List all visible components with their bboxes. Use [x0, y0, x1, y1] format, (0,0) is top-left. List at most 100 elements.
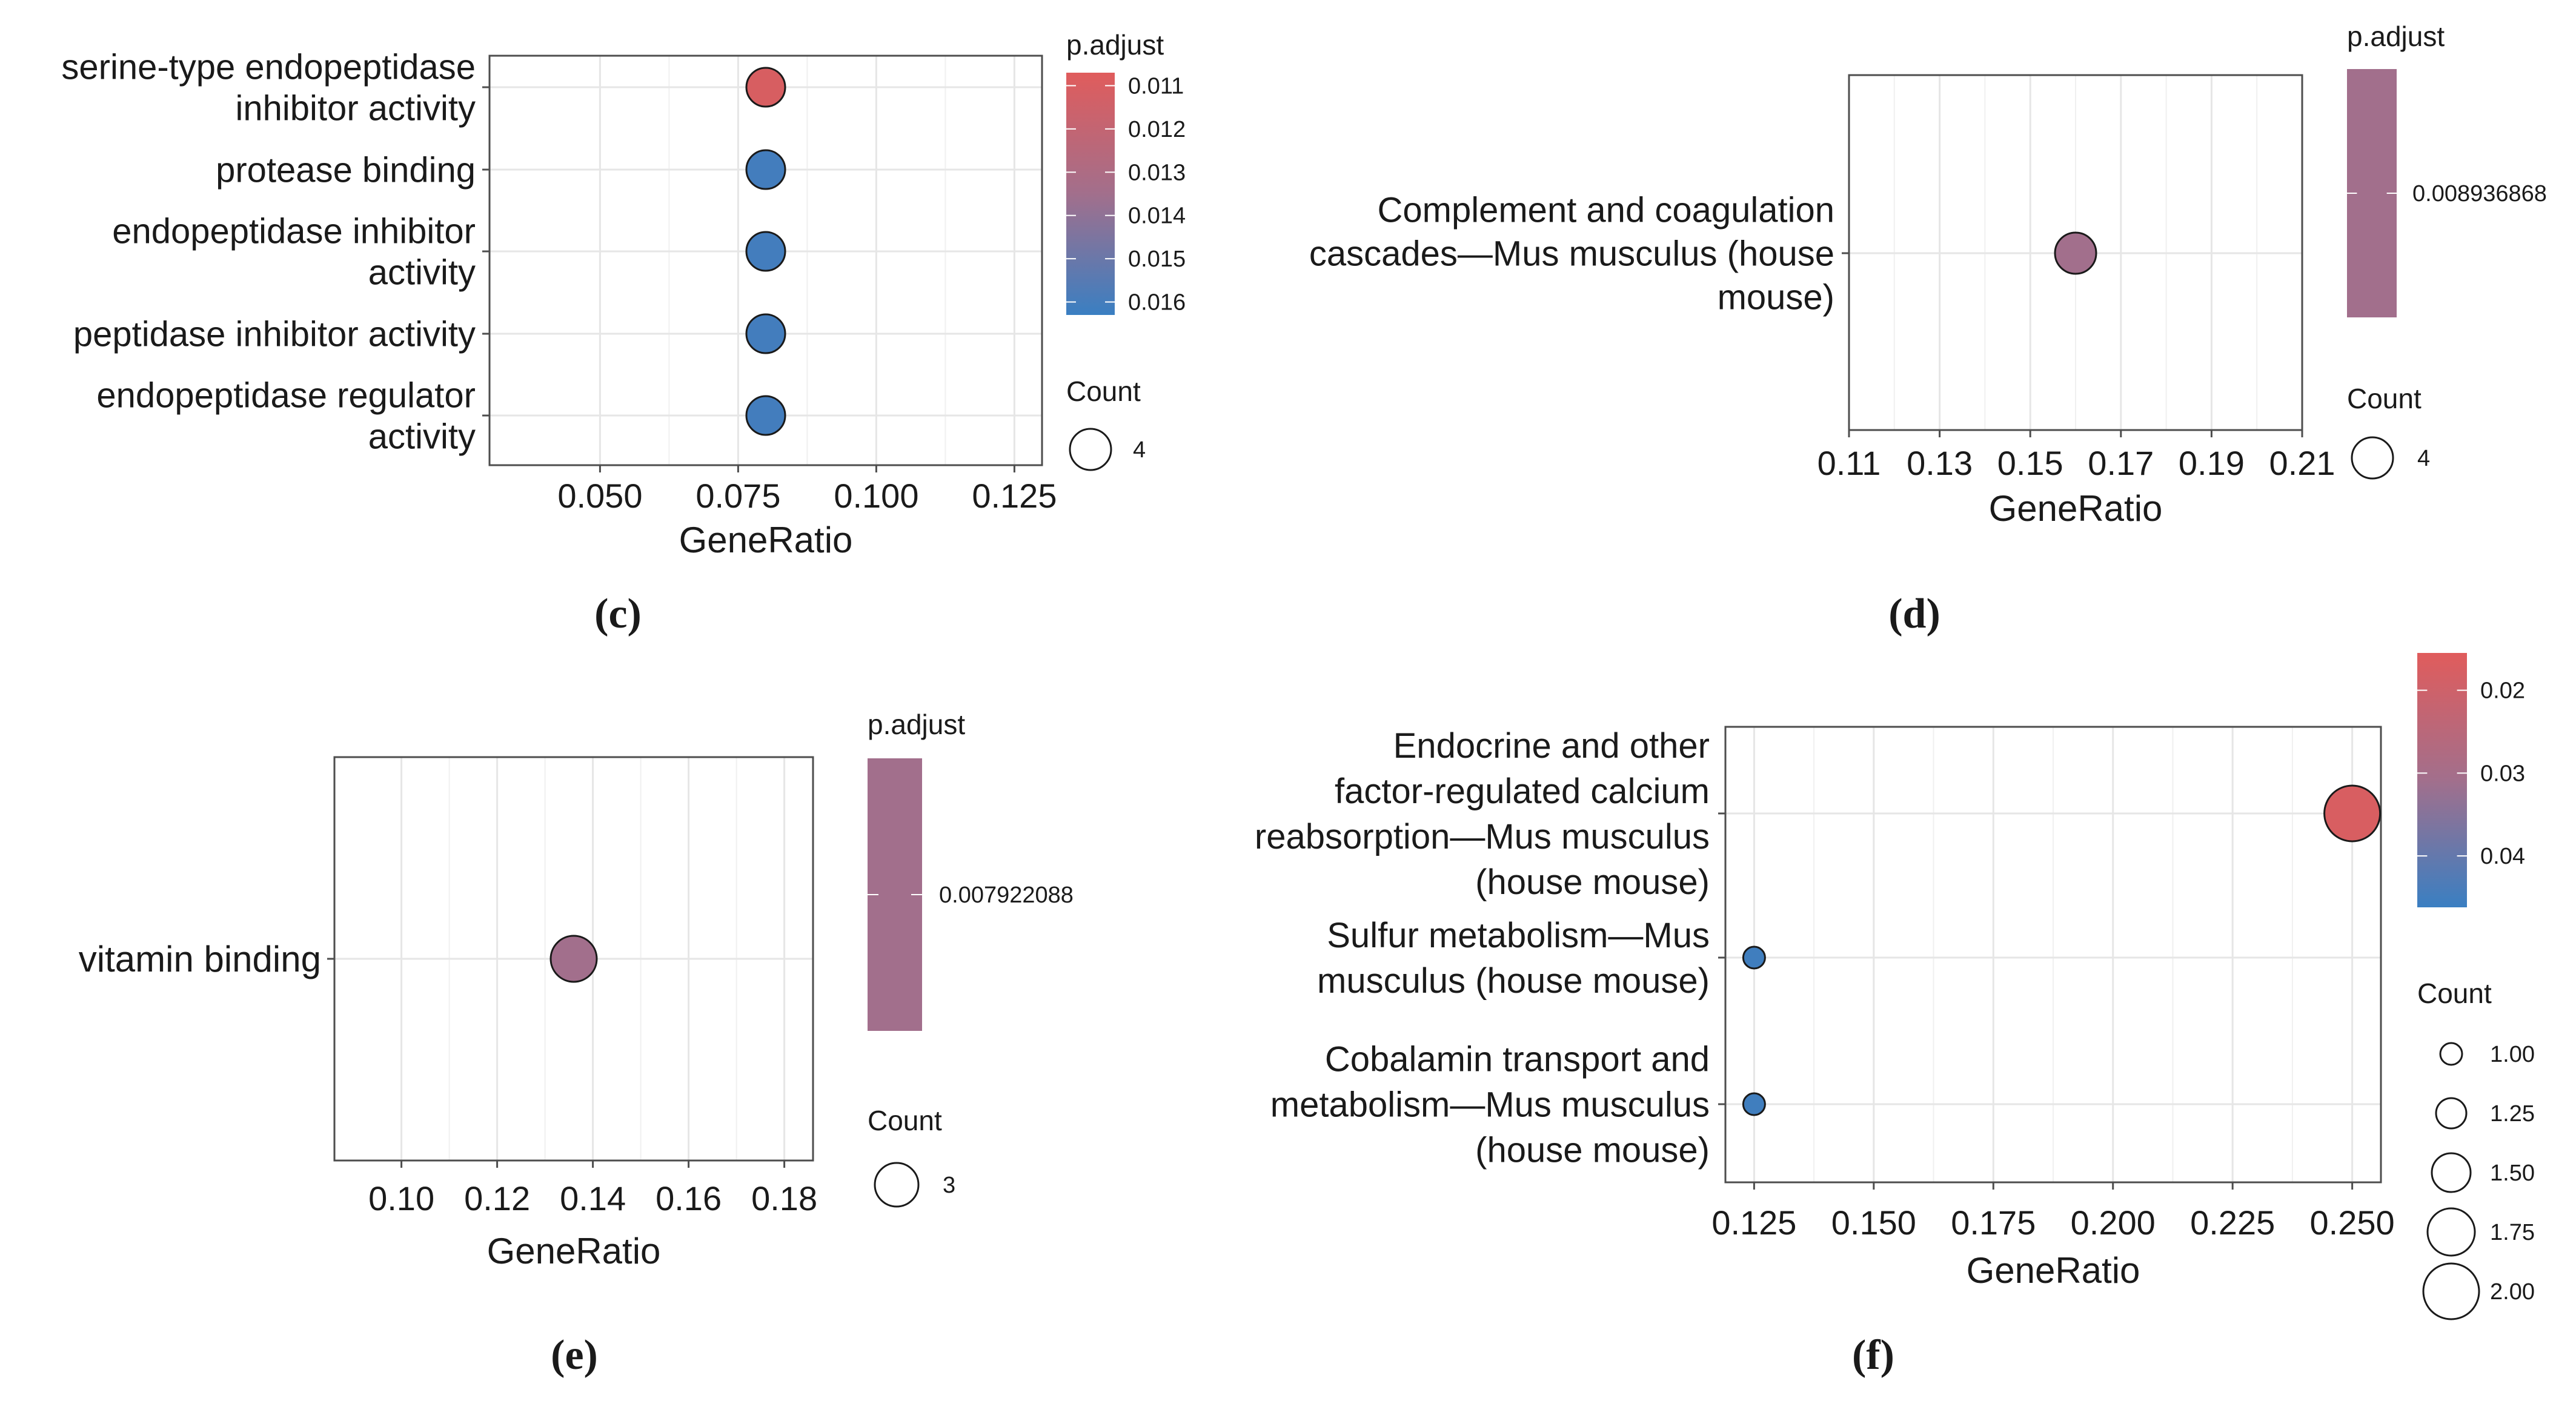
y-category-label: Endocrine and other — [1393, 726, 1710, 766]
size-legend-label: 1.25 — [2490, 1101, 2535, 1127]
x-tick-label: 0.10 — [368, 1179, 434, 1217]
panel-c: 0.050 0.075 0.100 0.125 GeneRatio serine-type… — [61, 29, 1186, 560]
size-legend-label: 4 — [2417, 446, 2430, 471]
data-point — [745, 149, 786, 190]
data-point — [745, 67, 786, 108]
size-legend-key — [2431, 1152, 2472, 1193]
x-tick-label: 0.16 — [656, 1179, 722, 1217]
color-legend-title: p.adjust — [1066, 29, 1164, 61]
colorbar-label: 0.011 — [1128, 73, 1184, 99]
x-tick-label: 0.050 — [557, 477, 642, 515]
y-category-label: inhibitor activity — [236, 88, 476, 128]
colorbar-label: 0.02 — [2480, 678, 2525, 704]
colorbar-label: 0.008936868 — [2412, 181, 2547, 207]
size-legend-label: 2.00 — [2490, 1279, 2535, 1305]
y-category-label: activity — [368, 253, 476, 292]
size-legend-key — [874, 1162, 920, 1208]
size-legend-title: Count — [2417, 978, 2492, 1009]
x-tick-label: 0.17 — [2088, 444, 2154, 482]
x-tick-label: 0.21 — [2269, 444, 2335, 482]
color-legend-title: p.adjust — [2347, 21, 2445, 52]
panel-label: (e) — [551, 1332, 598, 1379]
data-point — [745, 231, 786, 272]
colorbar-label: 0.013 — [1128, 160, 1186, 185]
colorbar — [1066, 73, 1115, 315]
data-point — [1742, 945, 1766, 970]
panel-d: 0.11 0.13 0.15 0.17 0.19 0.21 GeneRatio Complem… — [1309, 21, 2547, 529]
colorbar-label: 0.03 — [2480, 761, 2525, 786]
y-category-label: Complement and coagulation — [1378, 190, 1834, 230]
size-legend-title: Count — [868, 1105, 942, 1136]
y-category-label: serine-type endopeptidase — [61, 47, 476, 87]
y-category-label: (house mouse) — [1475, 863, 1710, 902]
size-legend-label: 3 — [943, 1173, 955, 1198]
y-category-label: reabsorption—Mus musculus — [1255, 817, 1710, 856]
color-legend-title: p.adjust — [868, 709, 965, 740]
colorbar-label: 0.014 — [1128, 204, 1186, 229]
size-legend-key — [2351, 436, 2394, 480]
data-point — [2323, 784, 2382, 843]
y-category-label: (house mouse) — [1475, 1130, 1710, 1170]
size-legend-label: 4 — [1133, 437, 1146, 463]
x-tick-label: 0.18 — [751, 1179, 817, 1217]
data-point — [745, 313, 786, 354]
size-legend-key — [2439, 1042, 2463, 1066]
y-category-label: endopeptidase inhibitor — [112, 211, 476, 251]
colorbar-label: 0.007922088 — [939, 882, 1074, 908]
panel-e: 0.10 0.12 0.14 0.16 0.18 GeneRatio vitamin bin… — [79, 709, 1074, 1271]
x-axis-label: GeneRatio — [679, 520, 853, 560]
colorbar-label: 0.04 — [2480, 844, 2525, 869]
data-point — [2054, 231, 2097, 275]
x-tick-label: 0.13 — [1907, 444, 1973, 482]
y-category-label: Cobalamin transport and — [1325, 1039, 1710, 1079]
panel-label: (d) — [1888, 591, 1940, 637]
x-tick-label: 0.200 — [2071, 1204, 2156, 1242]
y-category-label: metabolism—Mus musculus — [1270, 1085, 1710, 1124]
colorbar-label: 0.016 — [1128, 290, 1186, 316]
x-tick-label: 0.125 — [972, 477, 1057, 515]
x-tick-label: 0.14 — [560, 1179, 626, 1217]
y-category-label: protease binding — [216, 150, 476, 190]
colorbar — [2417, 653, 2467, 907]
y-category-label: mouse) — [1718, 277, 1834, 317]
size-legend-key — [1069, 428, 1112, 471]
x-axis-label: GeneRatio — [1989, 488, 2163, 529]
size-legend-title: Count — [1066, 376, 1141, 407]
plot-frame — [1724, 726, 2382, 1184]
panel-letters: (c) (d) (e) (f) — [551, 591, 1940, 1379]
x-tick-label: 0.075 — [695, 477, 780, 515]
size-legend-label: 1.75 — [2490, 1220, 2535, 1245]
x-axis-label: GeneRatio — [1967, 1250, 2140, 1291]
colorbar-label: 0.015 — [1128, 247, 1186, 272]
y-category-label: factor-regulated calcium — [1335, 772, 1710, 811]
plot-frame — [488, 55, 1043, 466]
x-tick-label: 0.150 — [1831, 1204, 1916, 1242]
y-category-label: cascades—Mus musculus (house — [1309, 234, 1834, 273]
x-tick-label: 0.11 — [1817, 444, 1881, 482]
y-category-label: peptidase inhibitor activity — [73, 314, 476, 354]
data-point — [549, 935, 598, 983]
y-category-label: activity — [368, 417, 476, 456]
y-category-label: Sulfur metabolism—Mus — [1327, 916, 1710, 955]
size-legend-label: 1.50 — [2490, 1161, 2535, 1186]
panel-label: (f) — [1852, 1332, 1894, 1379]
x-axis-label: GeneRatio — [487, 1231, 661, 1271]
x-tick-label: 0.100 — [834, 477, 918, 515]
y-category-label: vitamin binding — [79, 939, 321, 979]
size-legend-key — [2426, 1207, 2476, 1257]
x-tick-label: 0.175 — [1951, 1204, 2036, 1242]
y-category-label: endopeptidase regulator — [96, 376, 476, 415]
x-tick-label: 0.12 — [464, 1179, 530, 1217]
x-tick-label: 0.15 — [1997, 444, 2063, 482]
x-tick-label: 0.125 — [1711, 1204, 1796, 1242]
size-legend-key — [2422, 1262, 2480, 1320]
size-legend-label: 1.00 — [2490, 1042, 2535, 1067]
x-tick-label: 0.250 — [2310, 1204, 2395, 1242]
size-legend-key — [2435, 1097, 2468, 1130]
panel-f: 0.125 0.150 0.175 0.200 0.225 0.250 GeneRatio E… — [1255, 653, 2535, 1320]
colorbar-label: 0.012 — [1128, 117, 1186, 142]
x-tick-label: 0.19 — [2179, 444, 2245, 482]
y-category-label: musculus (house mouse) — [1317, 961, 1710, 1001]
